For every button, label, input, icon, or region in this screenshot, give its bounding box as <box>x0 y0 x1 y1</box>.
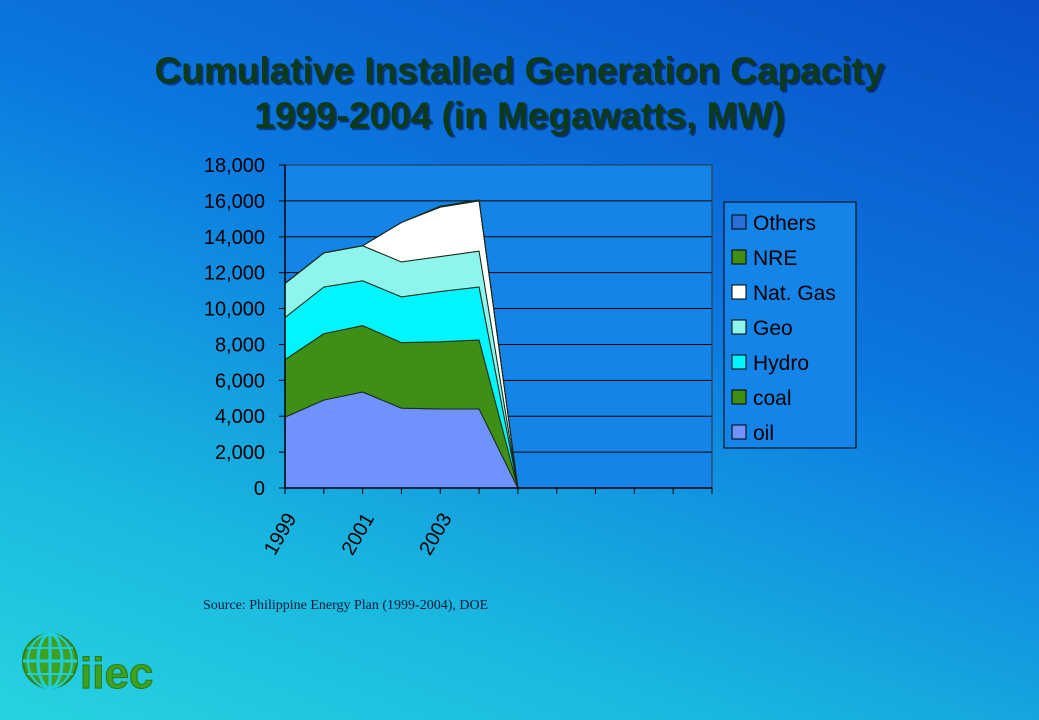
series-areas <box>284 199 519 489</box>
legend-label: Geo <box>753 317 793 340</box>
y-tick-label: 14,000 <box>204 227 265 249</box>
legend-label: oil <box>753 422 774 445</box>
legend-label: Hydro <box>753 352 809 375</box>
x-tick-label: 2001 <box>338 510 379 560</box>
legend-swatch <box>731 319 747 335</box>
chart-title-line-1: Cumulative Installed Generation Capacity <box>154 50 885 91</box>
globe-icon <box>22 632 78 690</box>
legend-label: Nat. Gas <box>753 282 836 305</box>
y-tick-label: 18,000 <box>204 155 265 177</box>
chart-title-line-2: 1999-2004 (in Megawatts, MW) <box>254 95 785 136</box>
legend: Others NRE Nat. Gas Geo Hydro coal oil <box>723 201 857 449</box>
y-tick-label: 6,000 <box>215 370 265 392</box>
x-tick-label: 1999 <box>260 510 301 560</box>
iiec-logo: iiec <box>22 632 154 698</box>
y-tick-label: 4,000 <box>215 406 265 428</box>
x-tick-label: 2003 <box>415 510 456 560</box>
y-tick-label: 2,000 <box>215 442 265 464</box>
y-tick-label: 16,000 <box>204 191 265 213</box>
axes: 0 2,000 4,000 6,000 8,000 10,000 12,000 14,000 1… <box>204 155 713 560</box>
legend-label: NRE <box>753 247 797 270</box>
legend-swatch <box>731 424 747 440</box>
legend-swatch <box>731 284 747 300</box>
legend-swatch <box>731 214 747 230</box>
legend-swatch <box>731 389 747 405</box>
logo-text: iiec <box>80 649 153 698</box>
chart-title: Cumulative Installed Generation Capacity… <box>0 48 1039 138</box>
legend-label: Others <box>753 212 816 235</box>
legend-label: coal <box>753 387 792 410</box>
y-tick-label: 0 <box>254 478 265 500</box>
source-note: Source: Philippine Energy Plan (1999-200… <box>203 598 489 613</box>
legend-swatch <box>731 249 747 265</box>
legend-swatch <box>731 354 747 370</box>
y-tick-label: 10,000 <box>204 299 265 321</box>
y-tick-label: 8,000 <box>215 334 265 356</box>
y-tick-label: 12,000 <box>204 263 265 285</box>
